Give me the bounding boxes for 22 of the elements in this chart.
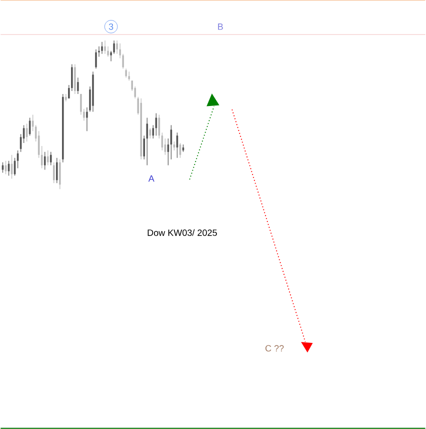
candlestick xyxy=(53,162,55,184)
candlestick xyxy=(47,150,49,166)
text: Dow KW03/ 2025 xyxy=(148,229,217,236)
candlestick xyxy=(95,49,97,70)
candlestick xyxy=(155,112,158,136)
candlestick xyxy=(101,42,103,54)
candlestick xyxy=(59,159,61,190)
candlestick xyxy=(128,71,130,81)
text: B xyxy=(218,24,223,30)
candlestick xyxy=(146,117,148,166)
text: 3 xyxy=(108,23,114,30)
annotation: A xyxy=(148,175,154,182)
candlestick xyxy=(149,128,152,139)
candlestick xyxy=(77,77,79,94)
candlestick xyxy=(158,114,160,139)
candlestick xyxy=(50,152,52,166)
candlestick xyxy=(44,152,46,170)
candlestick xyxy=(104,40,106,54)
text: C ?? xyxy=(266,345,284,352)
candlestick xyxy=(56,158,58,184)
candlestick xyxy=(116,40,118,54)
candlestick xyxy=(74,64,76,94)
